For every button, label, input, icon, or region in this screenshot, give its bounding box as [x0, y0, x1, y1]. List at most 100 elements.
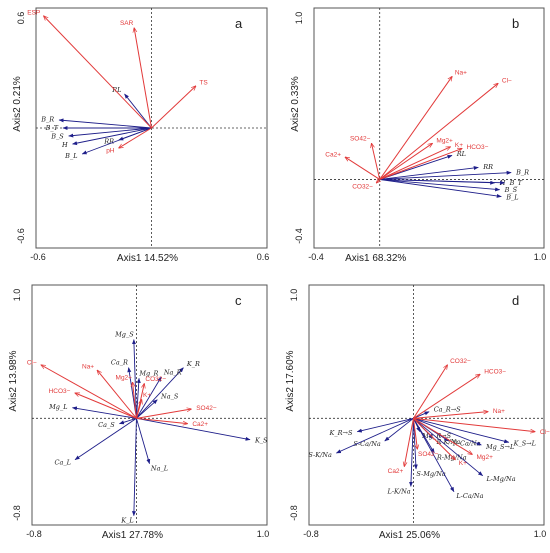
- vector-label-b-s: B_S: [50, 132, 64, 140]
- vector-na-s: [136, 399, 158, 419]
- vector-label-ts: TS: [199, 80, 208, 87]
- vector-ts: [151, 86, 196, 129]
- vector-mg-s-to-l: [413, 417, 482, 446]
- panel-label: a: [235, 16, 243, 31]
- vector-label-so42-minus: SO42−: [418, 451, 439, 458]
- vector-mg-r: [135, 377, 141, 419]
- vector-h: [72, 127, 152, 146]
- vector-label-cl-minus: Cl−: [27, 360, 37, 367]
- panel-c: -0.8 1.0 1.0 -0.8 Axis1 27.78% Axis2 13.98% c M…: [8, 284, 270, 541]
- y-axis-label: Axis2 13.98%: [8, 350, 19, 411]
- vector-ca-s: [118, 417, 137, 425]
- vector-label-hco3-minus: HCO3−: [467, 144, 489, 151]
- vector-ph: [119, 127, 152, 148]
- vector-label-ca2-plus: Ca2+: [192, 421, 208, 428]
- vector-cl-minus: [379, 83, 498, 180]
- vector-ca2-plus: [404, 418, 414, 466]
- vector-so42-minus: [372, 143, 381, 180]
- vector-b-s: [68, 127, 152, 138]
- x-tick-label: -0.6: [30, 252, 46, 262]
- vector-na-plus: [97, 370, 137, 419]
- vector-label-ca-l: Ca_L: [55, 458, 71, 466]
- vector-cl-minus: [41, 365, 137, 419]
- y-axis-label: Axis2 17.60%: [285, 350, 296, 411]
- vector-label-r-k-per-na: R-K/Na: [436, 438, 461, 446]
- x-tick-label: 1.0: [257, 529, 270, 539]
- vector-label-cl-minus: Cl−: [540, 429, 550, 436]
- vector-label-esp: ESP: [27, 9, 40, 16]
- vector-l-ca-per-na: [413, 418, 455, 493]
- vector-k-s: [136, 417, 251, 441]
- vector-label-b-r: B_R: [40, 116, 54, 124]
- vector-b-r: [58, 118, 152, 129]
- vector-label-ca2-plus: Ca2+: [325, 151, 341, 158]
- vector-k-l: [131, 418, 137, 517]
- vector-label-mg2-plus: Mg2+: [116, 374, 133, 381]
- vector-label-so42-minus: SO42−: [350, 136, 371, 143]
- y-tick-label: 0.6: [16, 12, 26, 25]
- plot-frame: [308, 284, 545, 526]
- y-tick-label: 1.0: [289, 289, 299, 302]
- vector-b-r: [379, 170, 512, 180]
- x-axis-label: Axis1 14.52%: [117, 253, 178, 264]
- vector-hco3-minus: [413, 374, 480, 419]
- y-axis-label: Axis2 0.21%: [12, 76, 23, 132]
- vector-label-na-plus: Na+: [82, 363, 94, 370]
- panel-label: c: [235, 293, 242, 308]
- vector-b-l: [379, 178, 502, 198]
- vector-label-ca-r: Ca_R: [111, 359, 128, 367]
- vector-label-mg-l: Mg_L: [48, 403, 67, 411]
- vector-label-ph: pH: [106, 148, 115, 155]
- vector-s-ca-per-na: [384, 417, 414, 442]
- vector-label-so42-minus: SO42−: [196, 405, 217, 412]
- vector-cl-minus: [413, 417, 534, 431]
- vector-label-mg-r-to-s: Mg_R→S: [421, 432, 451, 440]
- x-tick-label: -0.8: [26, 529, 42, 539]
- vector-label-k-l: K_L: [120, 517, 133, 525]
- panel-label: b: [512, 16, 519, 31]
- vector-label-co32-minus: CO32−: [352, 183, 373, 190]
- vector-na-plus: [413, 412, 487, 419]
- vector-k-r-to-s: [356, 417, 414, 433]
- vector-label-na-s: Na_S: [160, 392, 179, 400]
- vector-label-k-r-to-s: K_R→S: [329, 429, 353, 437]
- vector-b-t: [379, 178, 506, 185]
- vector-l-mg-per-na: [413, 417, 484, 477]
- vector-label-mg2-plus: Mg2+: [436, 138, 453, 145]
- panel-b: -0.4 1.0 1.0 -0.4 Axis1 68.32% Axis2 0.33% b RL…: [290, 7, 547, 264]
- vector-label-ca-s: Ca_S: [98, 421, 115, 429]
- vector-label-na-plus: Na+: [455, 69, 467, 76]
- y-tick-label: -0.6: [16, 228, 26, 244]
- vector-co32-minus: [376, 179, 379, 182]
- vector-label-k-plus: K+: [143, 392, 151, 399]
- vector-label-k-s-to-l: K_S→L: [513, 440, 536, 448]
- vector-label-hco3-minus: HCO3−: [49, 388, 71, 395]
- vector-ca2-plus: [136, 417, 187, 423]
- plot-frame: [31, 284, 268, 526]
- vector-co32-minus: [413, 365, 447, 419]
- x-tick-label: 1.0: [534, 252, 547, 262]
- vector-label-na-r: Na_R: [163, 369, 182, 377]
- plot-frame: [313, 7, 545, 249]
- vector-label-co32-minus: CO32−: [450, 358, 471, 365]
- vector-mg2-plus: [133, 382, 137, 419]
- vector-ca-l: [74, 417, 137, 461]
- vector-l-k-per-na: [409, 418, 414, 487]
- vector-hco3-minus: [379, 149, 462, 180]
- x-axis-label: Axis1 68.32%: [345, 253, 406, 264]
- panel-a: -0.6 0.6 0.6 -0.6 Axis1 14.52% Axis2 0.21% a RL…: [12, 7, 269, 264]
- vector-label-ca-r-to-s: Ca_R→S: [434, 406, 461, 414]
- x-tick-label: -0.4: [308, 252, 324, 262]
- vector-ca2-plus: [345, 157, 380, 180]
- vector-label-ca2-plus: Ca2+: [388, 468, 404, 475]
- vector-label-cl-minus: Cl−: [502, 77, 512, 84]
- vector-label-l-k-per-na: L-K/Na: [387, 487, 411, 495]
- vector-label-s-mg-per-na: S-Mg/Na: [416, 470, 446, 478]
- x-tick-label: -0.8: [303, 529, 319, 539]
- vector-so42-minus: [136, 409, 191, 419]
- vector-label-s-ca-per-na: S-Ca/Na: [353, 440, 381, 448]
- vector-label-rl: RL: [111, 86, 121, 94]
- vector-label-sar: SAR: [120, 20, 134, 27]
- x-axis-label: Axis1 25.06%: [379, 530, 440, 541]
